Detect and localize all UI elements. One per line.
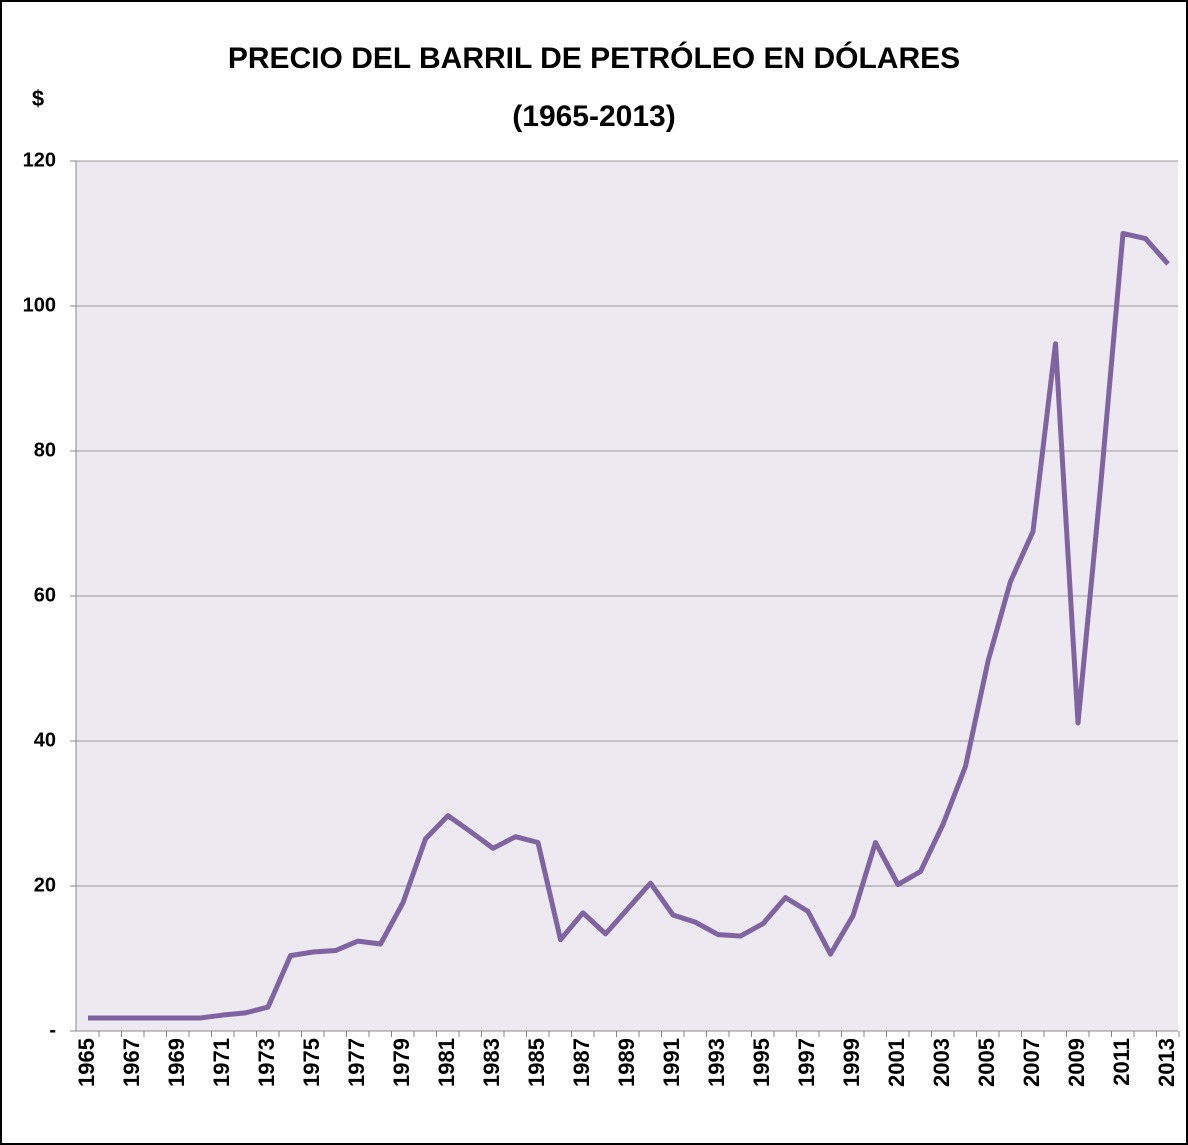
- x-tick-label: 2003: [929, 1038, 954, 1087]
- x-tick-label: 1967: [119, 1038, 144, 1087]
- x-tick-label: 1999: [839, 1038, 864, 1087]
- x-tick-label: 1995: [749, 1038, 774, 1087]
- x-tick-label: 2001: [884, 1038, 909, 1087]
- x-tick-label: 1993: [704, 1038, 729, 1087]
- y-tick-label: 120: [23, 149, 56, 171]
- y-tick-label: 20: [34, 874, 56, 896]
- y-tick-label: 40: [34, 729, 56, 751]
- x-tick-label: 2009: [1064, 1038, 1089, 1087]
- y-tick-label: 80: [34, 439, 56, 461]
- x-tick-label: 1989: [614, 1038, 639, 1087]
- x-tick-label: 2011: [1109, 1038, 1134, 1086]
- y-axis-label: $: [32, 86, 44, 111]
- y-tick-label: 60: [34, 584, 56, 606]
- chart-title: PRECIO DEL BARRIL DE PETRÓLEO EN DÓLARES: [228, 41, 960, 75]
- y-tick-label: 100: [23, 294, 56, 316]
- x-tick-label: 2007: [1019, 1038, 1044, 1087]
- x-tick-label: 1997: [794, 1038, 819, 1087]
- x-tick-label: 2005: [974, 1038, 999, 1087]
- x-tick-label: 1969: [164, 1038, 189, 1087]
- y-tick-label: -: [49, 1019, 56, 1041]
- x-tick-label: 1983: [479, 1038, 504, 1087]
- x-tick-label: 1981: [434, 1038, 459, 1087]
- chart-subtitle: (1965-2013): [512, 100, 675, 133]
- x-tick-label: 1985: [524, 1038, 549, 1087]
- x-tick-label: 1965: [74, 1038, 99, 1087]
- x-tick-label: 1971: [209, 1038, 234, 1087]
- x-tick-label: 1977: [344, 1038, 369, 1087]
- x-tick-label: 2013: [1154, 1038, 1179, 1087]
- x-tick-label: 1973: [254, 1038, 279, 1087]
- x-tick-label: 1991: [659, 1038, 684, 1087]
- x-tick-label: 1975: [299, 1038, 324, 1087]
- x-tick-label: 1979: [389, 1038, 414, 1087]
- x-tick-label: 1987: [569, 1038, 594, 1087]
- data-line: [88, 231, 1170, 1021]
